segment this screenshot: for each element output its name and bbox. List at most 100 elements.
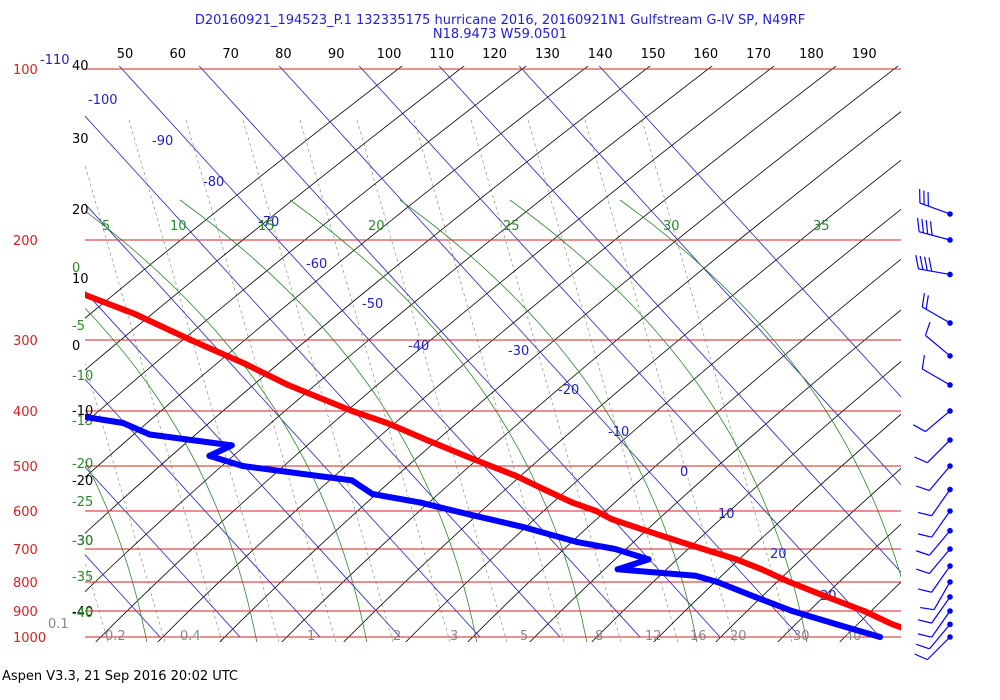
mixing-ratio-label: 5 [520,629,528,644]
dewpoint-trace-point [519,523,526,530]
mixing-ratio-line [85,362,166,642]
mixing-ratio-label: 8 [595,629,603,644]
isotherm-line [85,378,321,638]
wind-barb-feather [915,550,930,556]
moist-adiabat-label: 5 [102,219,110,234]
isotherm-line [598,66,901,398]
pressure-label: 1000 [13,631,46,646]
dry-adiabat [908,0,1000,700]
dewpoint-trace-point [752,593,759,600]
moist-adiabat-label: 20 [368,219,385,234]
wind-barb-shaft [926,439,951,464]
wind-barb-shaft [931,596,951,624]
moist-adiabat [289,199,588,642]
mixing-ratio-label: 30 [793,629,810,644]
moist-adiabat [85,460,148,642]
wind-barb [924,321,953,359]
isotherm-label: -70 [258,215,279,230]
mixing-ratio-line [85,163,223,642]
wind-barb-feather [914,456,928,464]
wind-barb-feather [924,321,931,336]
wind-barb [917,563,953,593]
top-theta-label: 130 [535,47,560,62]
dewpoint-trace-point [417,499,424,506]
left-moist-label: -5 [72,319,85,334]
wind-barb-shaft [928,623,951,650]
chart-title: D20160921_194523_P.1 132335175 hurricane… [0,14,1000,42]
wind-barb [914,634,953,661]
isotherm-line [85,466,241,638]
wind-barb-feather [919,255,924,270]
wind-barb-feather [917,633,932,638]
temperature-trace-point [349,408,356,414]
footer-text: Aspen V3.3, 21 Sep 2016 20:02 UTC [2,669,239,684]
dewpoint-trace-point [206,452,213,459]
isotherm-line [118,66,641,638]
wind-barb-feather [917,619,932,624]
wind-barb [915,463,953,492]
top-theta-label: 180 [799,47,824,62]
wind-barb-shaft [933,581,951,610]
wind-barb [915,621,953,650]
isotherm-line [358,66,881,638]
isotherm-label: -40 [408,339,429,354]
temperature-trace-point [593,508,600,514]
temperature-trace-point [13,261,19,267]
wind-barb-shaft [931,565,951,593]
isotherm-label: -90 [152,134,173,149]
top-theta-label: 110 [429,47,454,62]
left-theta-label: 20 [72,203,89,218]
moist-adiabat [179,199,478,642]
dry-adiabat [85,66,713,593]
temperature-trace-point [758,566,765,573]
wind-barb-shaft [919,202,951,215]
wind-barb-shaft [918,231,951,241]
temperature-trace-point [85,292,89,298]
isotherm-label: -20 [558,383,579,398]
temperature-trace-point [569,499,576,506]
temperature-trace-point [733,556,740,563]
pressure-label: 600 [13,505,38,520]
left-moist-label: -40 [72,606,93,621]
title-line-1: D20160921_194523_P.1 132335175 hurricane… [194,13,806,28]
temperature-trace-point [131,311,138,317]
temperature-trace-point [643,527,650,534]
dry-adiabat [405,208,901,642]
wind-barb [917,594,953,624]
left-theta-label: 30 [72,132,89,147]
dewpoint-trace-point [239,463,246,469]
wind-barb-shaft [926,636,951,661]
wind-barb-shaft [928,465,951,491]
isotherm-label: 10 [718,507,735,522]
dry-adiabat [846,0,1000,700]
top-theta-label: 60 [170,47,187,62]
wind-barb-feather [917,533,932,538]
wind-barb-station [947,382,953,388]
mixing-ratio-line [470,119,622,642]
left-theta-label: 40 [72,59,89,74]
isotherm-line [518,66,901,486]
wind-barb-feather [916,217,920,232]
dry-adiabat [970,0,1000,700]
title-line-2: N18.9473 W59.0501 [432,27,568,42]
left-theta-label: -40 [72,605,93,620]
wind-barb-shaft [928,548,951,574]
temperature-trace-point [700,546,707,552]
temperature-trace-point [786,579,793,585]
top-theta-label: 100 [377,47,402,62]
moist-adiabat-label: 30 [663,219,680,234]
left-theta-label: -20 [72,474,93,489]
wind-barb [921,355,953,388]
wind-barb-feather [912,424,926,433]
mixing-ratio-line [242,119,394,642]
wind-barb [915,546,953,575]
isotherm-label: -10 [608,425,629,440]
wind-barb-feather [917,588,932,593]
dry-adiabat [219,66,899,642]
mixing-ratio-line [413,119,565,642]
dry-adiabat [715,467,901,642]
temperature-trace-point [889,621,896,628]
temperature-trace-point [487,463,494,469]
temperature-trace-point [608,516,615,523]
dewpoint-trace-point [877,634,883,640]
